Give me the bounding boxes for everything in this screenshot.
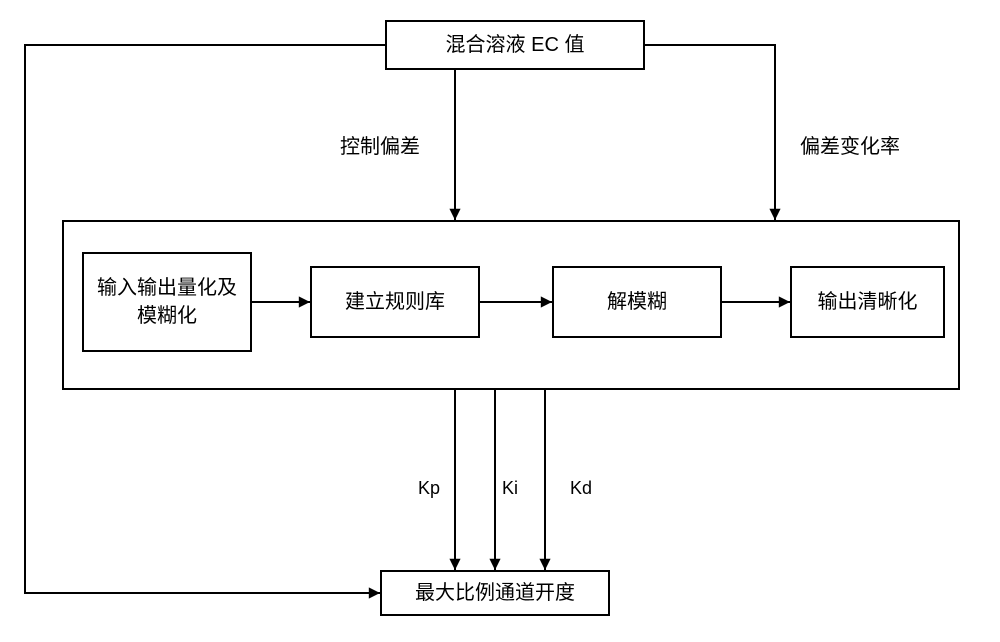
node-n3: 解模糊 [552, 266, 722, 338]
node-n4-text: 输出清晰化 [818, 288, 918, 316]
node-n2-text: 建立规则库 [345, 288, 445, 316]
edge-label-kp: Kp [418, 478, 440, 499]
node-top-text: 混合溶液 EC 值 [446, 31, 585, 59]
node-top: 混合溶液 EC 值 [385, 20, 645, 70]
node-n2: 建立规则库 [310, 266, 480, 338]
node-n1: 输入输出量化及模糊化 [82, 252, 252, 352]
edge-label-ki: Ki [502, 478, 518, 499]
edge-label-kd: Kd [570, 478, 592, 499]
node-bottom: 最大比例通道开度 [380, 570, 610, 616]
node-bottom-text: 最大比例通道开度 [415, 579, 575, 607]
node-n3-text: 解模糊 [607, 288, 667, 316]
node-n1-text: 输入输出量化及模糊化 [88, 274, 246, 330]
node-n4: 输出清晰化 [790, 266, 945, 338]
edge-label-control-deviation: 控制偏差 [340, 130, 420, 159]
edge-label-deviation-rate: 偏差变化率 [800, 130, 900, 159]
